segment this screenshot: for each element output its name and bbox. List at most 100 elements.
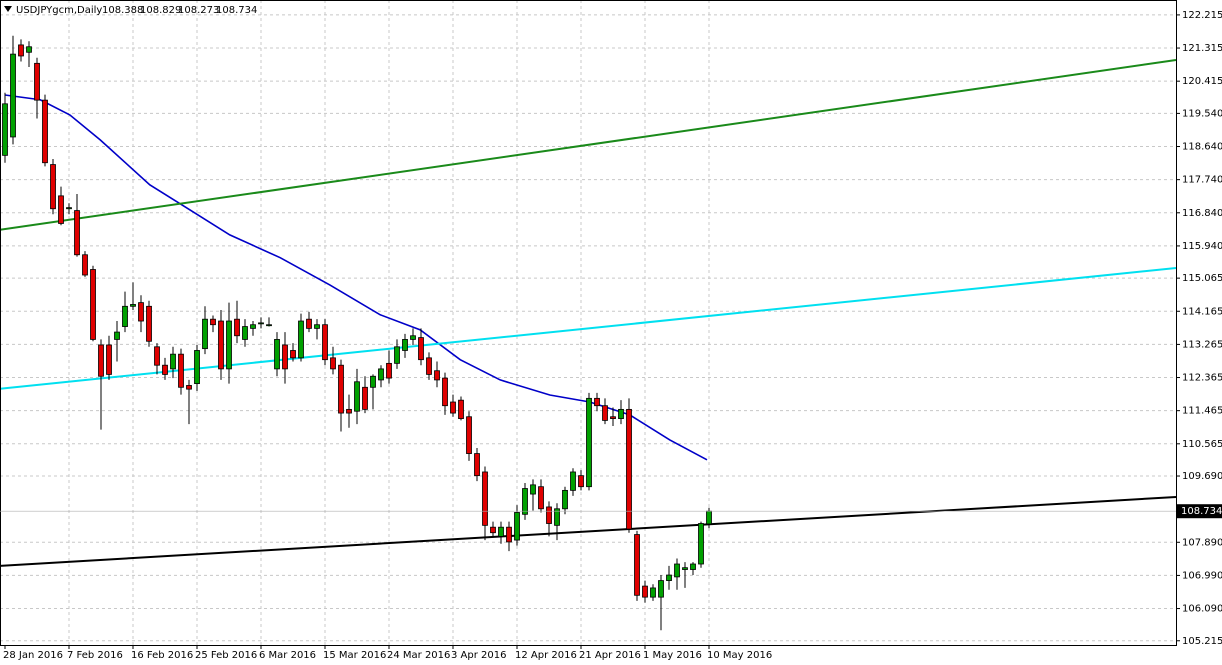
x-tick-label: 3 Apr 2016 [451,650,506,661]
candle-body [226,320,232,370]
candle-body [466,416,472,454]
candle-body [362,386,368,410]
candle-body [50,164,56,210]
candle-body [282,344,288,370]
candle-body [114,331,120,340]
x-tick-label: 28 Jan 2016 [3,650,63,661]
candle-body [146,305,152,342]
y-tick-label: 122.215 [1182,10,1222,21]
candle-body [370,375,376,388]
candle-body [162,364,168,375]
candle-body [34,62,40,101]
candle-body [634,534,640,596]
candle-body [658,580,664,598]
symbol-title: USDJPYgcm,Daily [16,5,102,16]
candle-body [138,302,144,322]
candle-body [26,46,32,53]
candle-body [554,508,560,526]
plot-border [0,0,1177,646]
candle-body [202,318,208,350]
candle-body [442,377,448,407]
candle-body [98,344,104,377]
candle-body [426,357,432,375]
candle-body [250,324,256,329]
indicator-line [0,59,1177,231]
ohlc-low: 108.273 [178,5,219,16]
candle-body [674,563,680,578]
candle-body [42,99,48,164]
candle-body [378,368,384,381]
x-tick-label: 7 Feb 2016 [67,650,123,661]
x-tick-label: 15 Mar 2016 [323,650,386,661]
candle-body [330,357,336,370]
candle-body [58,195,64,224]
candle-body [498,526,504,537]
y-tick-label: 105.215 [1182,636,1222,647]
grid [0,0,1176,645]
candle-body [306,318,312,329]
y-tick-label: 120.415 [1182,76,1222,87]
candle-body [506,526,512,543]
candle-body [218,320,224,370]
y-tick-label: 115.065 [1182,273,1222,284]
y-tick-label: 106.990 [1182,570,1222,581]
candle-body [482,471,488,526]
x-tick-label: 6 Mar 2016 [259,650,316,661]
axes: 122.215 121.315 120.415 119.540 118.640 117.7… [0,10,1222,661]
candle-body [210,318,216,326]
candle-body [186,385,192,390]
y-tick-label: 119.540 [1182,108,1222,119]
candle-body [82,254,88,276]
y-tick-label: 115.940 [1182,241,1222,252]
candle-body [394,346,400,364]
candle-body [322,324,328,361]
candle-body [338,364,344,414]
candle-body [538,486,544,510]
candle-body [194,350,200,385]
candle-body [258,322,264,325]
candle-body [690,563,696,570]
candle-body [386,362,392,379]
candle-body [450,401,456,414]
y-tick-label: 121.315 [1182,43,1222,54]
candle-body [418,337,424,361]
y-tick-label: 114.165 [1182,306,1222,317]
candle-body [314,324,320,329]
candle-body [266,324,272,327]
x-tick-label: 16 Feb 2016 [131,650,193,661]
y-tick-label: 113.265 [1182,339,1222,350]
candle-body [74,210,80,256]
candle-body [626,408,632,530]
price-box [1177,504,1222,519]
candle-body [594,397,600,407]
x-tick-label: 12 Apr 2016 [515,650,577,661]
candle-body [290,350,296,359]
ohlc-open: 108.388 [102,5,143,16]
candle-body [666,574,672,581]
y-tick-label: 106.090 [1182,604,1222,615]
y-tick-label: 117.740 [1182,175,1222,186]
candle-body [10,53,16,138]
candle-body [522,488,528,515]
candle-body [570,471,576,491]
candle-body [530,484,536,495]
menu-triangle[interactable] [4,6,12,12]
candle-body [354,381,360,412]
candle-body [402,339,408,351]
candle-body [602,405,608,421]
x-tick-label: 1 May 2016 [643,650,702,661]
candle-body [106,344,112,375]
y-tick-label: 111.465 [1182,406,1222,417]
candle-body [458,399,464,419]
ohlc-high: 108.829 [140,5,181,16]
candle-body [90,269,96,340]
candle-body [274,339,280,370]
candle-body [170,353,176,370]
y-tick-label: 109.690 [1182,471,1222,482]
candle-body [682,567,688,570]
candles [2,35,712,631]
candle-body [18,44,24,57]
candle-body [154,346,160,366]
